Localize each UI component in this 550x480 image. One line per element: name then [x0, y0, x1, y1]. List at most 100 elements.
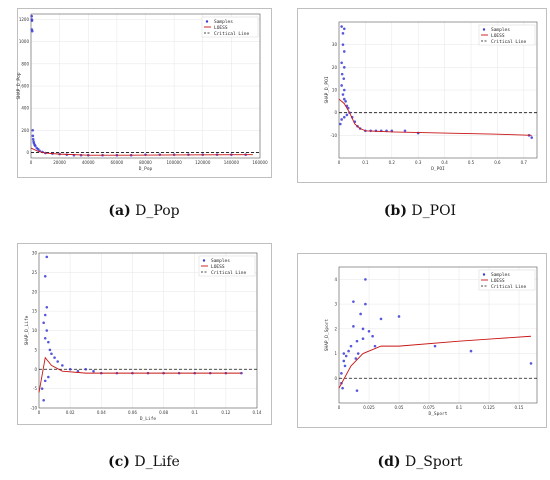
legend-box	[201, 16, 259, 38]
sample-point	[347, 349, 350, 353]
caption-letter: (d)	[377, 454, 401, 470]
sample-point	[48, 348, 52, 352]
sample-point	[355, 389, 359, 392]
y-tick-label: -10	[30, 406, 37, 411]
y-axis-label: SHAP_D_Sport	[324, 318, 330, 351]
sample-point	[345, 113, 349, 117]
sample-point	[403, 129, 407, 133]
sample-point	[390, 129, 394, 133]
x-tick-label: 0.3	[415, 160, 422, 165]
legend-label: LOESS	[491, 278, 505, 284]
sample-point	[341, 386, 344, 390]
sample-point	[352, 300, 355, 303]
sample-point	[47, 375, 50, 379]
sample-point	[43, 336, 47, 340]
chart-d-svg: 0 0.025 0.05 0.075 0.1 0.125 0.15 0 1 2 3 4 D_Sport S…	[324, 266, 538, 417]
x-tick-label: 0.04	[97, 410, 106, 415]
y-tick-label: -5	[33, 386, 37, 391]
sample-point	[433, 344, 437, 348]
sample-point	[68, 367, 72, 371]
sample-point	[344, 354, 348, 358]
x-tick-label: 20000	[53, 160, 66, 165]
sample-point	[361, 337, 365, 341]
x-tick-label: 60000	[111, 160, 124, 165]
x-tick-label: 0.1	[192, 410, 199, 415]
legend-label: Critical Line	[491, 39, 527, 45]
y-tick-label: 0	[334, 110, 337, 115]
x-tick-label: 0.5	[468, 160, 475, 165]
y-tick-label: 0	[34, 367, 37, 372]
sample-point	[340, 372, 343, 375]
sample-point	[355, 339, 359, 343]
sample-point	[361, 327, 365, 331]
x-tick-label: 40000	[82, 160, 95, 165]
y-tick-label: 200	[21, 128, 29, 133]
y-tick-label: 2	[334, 326, 337, 331]
x-tick-label: 0	[338, 160, 341, 165]
sample-point	[343, 364, 347, 368]
legend-label: Critical Line	[214, 31, 250, 37]
caption-b: (b) D_POI	[320, 203, 520, 219]
sample-point	[352, 325, 355, 328]
y-tick-label: 0	[334, 376, 337, 381]
panel-a: 0 20000 40000 60000 80000 100000 120000 140000 1…	[16, 8, 272, 178]
legend-label: Samples	[491, 27, 510, 33]
sample-point	[342, 77, 346, 80]
y-tick-label: 4	[334, 277, 337, 282]
sample-point	[367, 329, 371, 333]
sample-point	[373, 344, 377, 348]
sample-point	[31, 129, 35, 132]
caption-text: D_Sport	[400, 454, 463, 470]
legend-label: Critical Line	[491, 284, 527, 290]
y-tick-label: 15	[32, 309, 38, 314]
sample-point	[40, 387, 44, 390]
y-tick-label: 800	[21, 61, 29, 66]
legend-label: LOESS	[211, 264, 225, 270]
sample-point	[364, 302, 367, 306]
sample-point	[42, 321, 45, 325]
caption-a: (a) D_Pop	[44, 203, 244, 219]
sample-point	[50, 352, 53, 356]
sample-point	[61, 364, 64, 367]
sample-point	[76, 369, 80, 373]
legend-box	[478, 269, 536, 291]
sample-point	[359, 312, 362, 316]
sample-point	[92, 369, 95, 373]
sample-point	[30, 19, 34, 22]
x-tick-label: 140000	[224, 160, 240, 165]
legend-label: Samples	[214, 19, 233, 25]
sample-point	[342, 359, 346, 363]
legend-box	[198, 255, 256, 277]
legend-sample-marker	[482, 28, 486, 31]
x-tick-label: 0.08	[159, 410, 168, 415]
caption-text: D_POI	[406, 203, 457, 219]
caption-letter: (b)	[383, 203, 407, 219]
x-tick-label: 0	[30, 160, 33, 165]
x-tick-label: 0	[338, 405, 341, 410]
loess-line	[338, 98, 532, 136]
y-tick-label: 30	[332, 42, 338, 47]
caption-letter: (c)	[108, 454, 130, 470]
loess-line	[338, 335, 532, 389]
sample-point	[340, 118, 343, 121]
sample-point	[341, 32, 345, 35]
sample-point	[42, 398, 45, 402]
plot-area	[338, 266, 538, 404]
x-tick-label: 0.02	[66, 410, 75, 415]
x-tick-label: 0.2	[389, 160, 396, 165]
legend-sample-marker	[205, 20, 209, 23]
sample-point	[397, 315, 401, 318]
caption-letter: (a)	[108, 203, 131, 219]
x-tick-label: 0	[38, 410, 41, 415]
y-tick-label: 20	[32, 289, 38, 294]
y-tick-label: 400	[21, 106, 29, 111]
y-tick-label: 1000	[19, 39, 30, 44]
y-tick-label: 3	[334, 302, 337, 307]
x-tick-label: 0.6	[494, 160, 501, 165]
plot-area	[338, 21, 538, 159]
caption-d: (d) D_Sport	[320, 454, 520, 470]
plot-area	[30, 13, 261, 159]
panel-c: 0 0.02 0.04 0.06 0.08 0.1 0.12 0.14 -10 -5 0 5 10 15 2…	[17, 243, 272, 425]
panel-d: 0 0.025 0.05 0.075 0.1 0.125 0.15 0 1 2 3 4 D_Sport S…	[297, 253, 547, 428]
y-tick-label: 10	[332, 88, 338, 93]
